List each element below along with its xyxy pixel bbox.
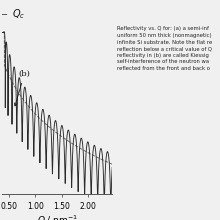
Text: Reflectivity vs. Q for: (a) a semi-inf
uniform 50 nm thick (nonmagnetic)
infinit: Reflectivity vs. Q for: (a) a semi-inf u… xyxy=(117,26,212,71)
X-axis label: $Q$ / nm$^{-1}$: $Q$ / nm$^{-1}$ xyxy=(37,214,78,220)
Text: —: — xyxy=(2,10,7,19)
Text: (b): (b) xyxy=(14,70,30,106)
Text: $Q_c$: $Q_c$ xyxy=(12,7,25,21)
